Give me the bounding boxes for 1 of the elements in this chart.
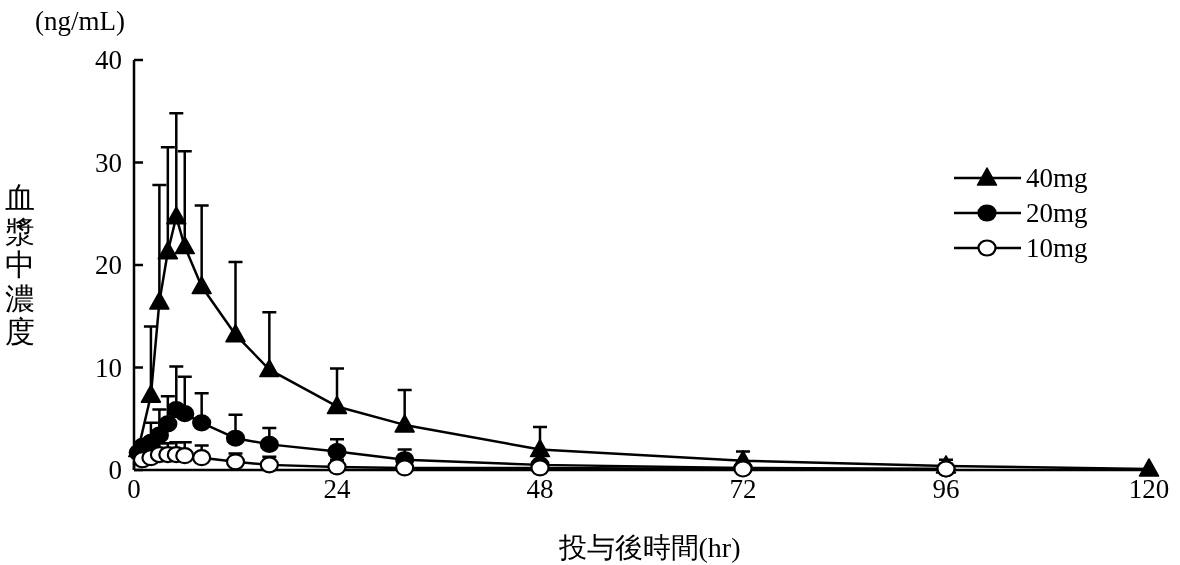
- annotation: (ng/mL): [35, 6, 125, 36]
